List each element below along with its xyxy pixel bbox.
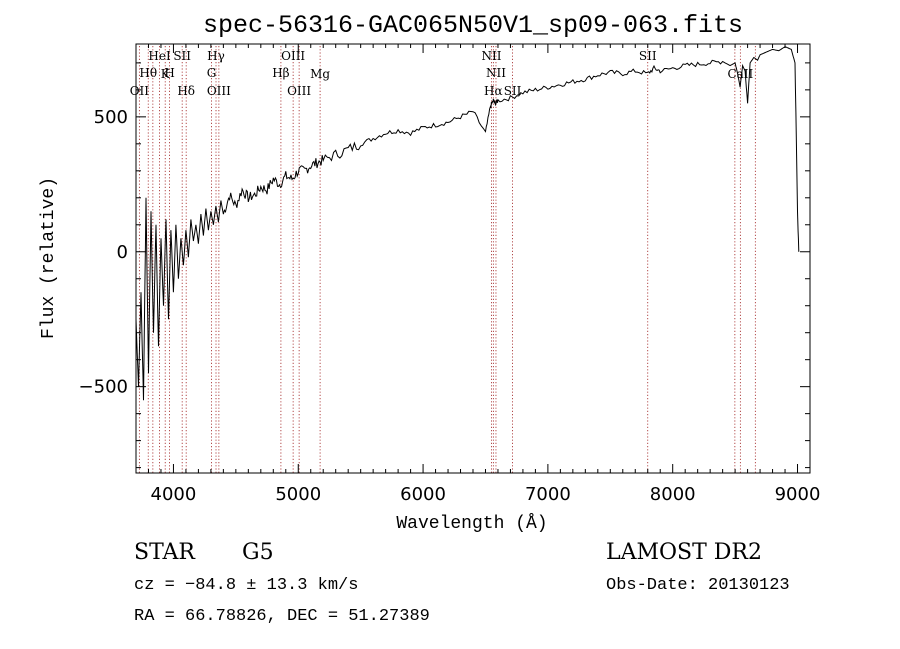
object-subclass: G5 <box>242 540 274 565</box>
line-label: HeI <box>148 49 171 63</box>
line-label: NII <box>481 49 501 63</box>
line-label: SII <box>173 49 191 63</box>
x-tick-label: 6000 <box>400 484 446 505</box>
line-label: OIII <box>207 84 231 98</box>
line-label: CaII <box>727 67 753 81</box>
y-tick-label: 0 <box>117 242 128 263</box>
x-axis: 4000 5000 6000 7000 8000 9000 <box>135 44 821 505</box>
x-tick-label: 5000 <box>275 484 321 505</box>
line-label: OII <box>130 84 150 98</box>
line-label: Hα <box>484 84 503 98</box>
line-label: SII <box>639 49 657 63</box>
line-label: OIII <box>287 84 311 98</box>
object-class: STAR <box>134 540 196 565</box>
ra-dec-coords: RA = 66.78826, DEC = 51.27389 <box>134 607 430 626</box>
line-label: SII <box>504 84 522 98</box>
y-tick-label: 500 <box>94 107 128 128</box>
line-label: G <box>207 66 217 80</box>
line-label: OIII <box>281 49 305 63</box>
redshift-cz: cz = −84.8 ± 13.3 km/s <box>134 576 358 595</box>
x-axis-label: Wavelength (Å) <box>396 513 547 534</box>
line-label: K <box>161 67 171 81</box>
y-axis-label: Flux (relative) <box>39 177 59 339</box>
line-label: NII <box>486 66 506 80</box>
y-tick-label: −500 <box>79 377 128 398</box>
spectrum-line <box>135 46 800 401</box>
y-axis: −500 0 500 <box>79 62 810 469</box>
emission-line-markers <box>138 46 756 473</box>
plot-frame <box>135 43 811 474</box>
line-label: Hδ <box>177 84 195 98</box>
obs-date: Obs-Date: 20130123 <box>606 576 790 595</box>
line-label: H <box>164 66 174 80</box>
x-tick-label: 8000 <box>650 484 696 505</box>
line-label: Mg <box>310 67 330 81</box>
survey-name: LAMOST DR2 <box>606 540 762 565</box>
x-tick-label: 9000 <box>775 484 821 505</box>
x-tick-label: 4000 <box>151 484 197 505</box>
line-label: Hγ <box>207 49 225 63</box>
emission-line-labels: OII Hθ HeI KH SII Hδ Hγ G OIII Hβ OIII OIII Mg NII NII… <box>130 49 754 98</box>
line-label: Hθ <box>139 66 157 80</box>
x-tick-label: 7000 <box>525 484 571 505</box>
line-label: Hβ <box>272 66 289 80</box>
chart-title: spec-56316-GAC065N50V1_sp09-063.fits <box>203 11 743 40</box>
